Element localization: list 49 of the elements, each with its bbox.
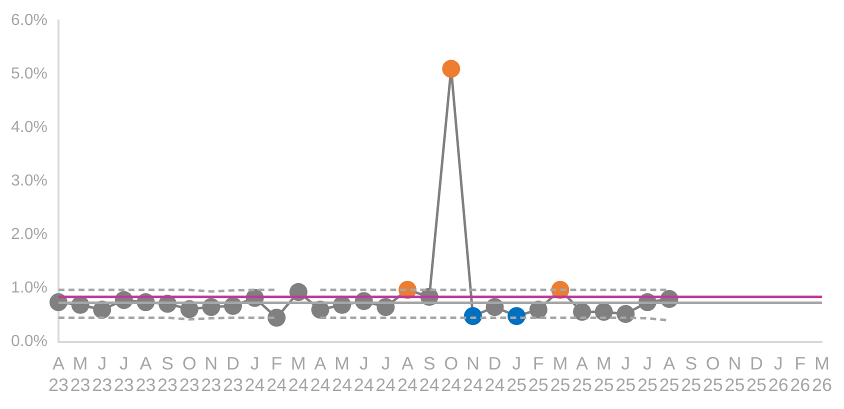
point	[268, 308, 286, 327]
x-tick-label: J 23	[92, 354, 112, 396]
x-tick-label: J 23	[114, 354, 134, 396]
point	[442, 60, 460, 78]
x-tick-label: F 25	[528, 354, 548, 396]
x-tick-label: O 23	[179, 354, 200, 396]
x-tick-label: M 26	[812, 354, 832, 396]
x-tick-label: M 25	[594, 354, 614, 396]
y-tick-label: 0.0%	[11, 333, 48, 350]
x-tick-label: S 23	[158, 354, 178, 396]
x-tick-label: S 24	[419, 354, 440, 396]
x-tick-label: J 25	[506, 354, 527, 396]
y-tick-label: 4.0%	[11, 119, 48, 136]
x-tick-label: M 23	[70, 354, 90, 396]
x-tick-label: F 24	[266, 354, 287, 396]
x-tick-label: J 24	[354, 354, 374, 396]
x-tick-label: N 25	[724, 354, 745, 396]
x-tick-label: A 24	[397, 354, 418, 396]
y-tick-label: 2.0%	[11, 226, 48, 244]
x-tick-label: J 24	[244, 354, 265, 396]
x-tick-label: D 25	[746, 354, 767, 396]
y-tick-label: 5.0%	[11, 66, 48, 83]
x-tick-label: A 25	[572, 354, 592, 396]
x-tick-label: N 24	[462, 354, 483, 396]
y-tick-label: 1.0%	[11, 280, 48, 297]
x-tick-label: O 24	[441, 354, 462, 396]
x-tick-label: S 25	[681, 354, 702, 396]
x-tick-label: A 23	[48, 354, 68, 396]
y-tick-label: 6.0%	[11, 12, 48, 30]
x-tick-label: D 23	[222, 354, 244, 396]
x-tick-label: O 25	[702, 354, 723, 396]
x-tick-label: M 24	[288, 354, 308, 396]
x-tick-label: J 26	[768, 354, 788, 396]
x-tick-label: D 24	[484, 354, 505, 396]
point	[594, 302, 613, 321]
x-tick-label: A 23	[136, 354, 156, 396]
point	[464, 307, 482, 326]
x-tick-label: J 24	[376, 354, 396, 396]
x-tick-label: N 23	[201, 354, 222, 396]
y-tick-label: 3.0%	[11, 172, 48, 190]
x-tick-label: A 25	[659, 354, 680, 396]
point	[616, 304, 635, 323]
x-tick-label: J 25	[637, 354, 658, 396]
x-tick-label: F 26	[790, 354, 810, 396]
x-tick-label: J 25	[616, 354, 636, 396]
x-tick-label: A 24	[310, 354, 330, 396]
x-tick-label: M 24	[332, 354, 352, 396]
point	[573, 302, 592, 321]
x-tick-label: M 25	[550, 354, 570, 396]
